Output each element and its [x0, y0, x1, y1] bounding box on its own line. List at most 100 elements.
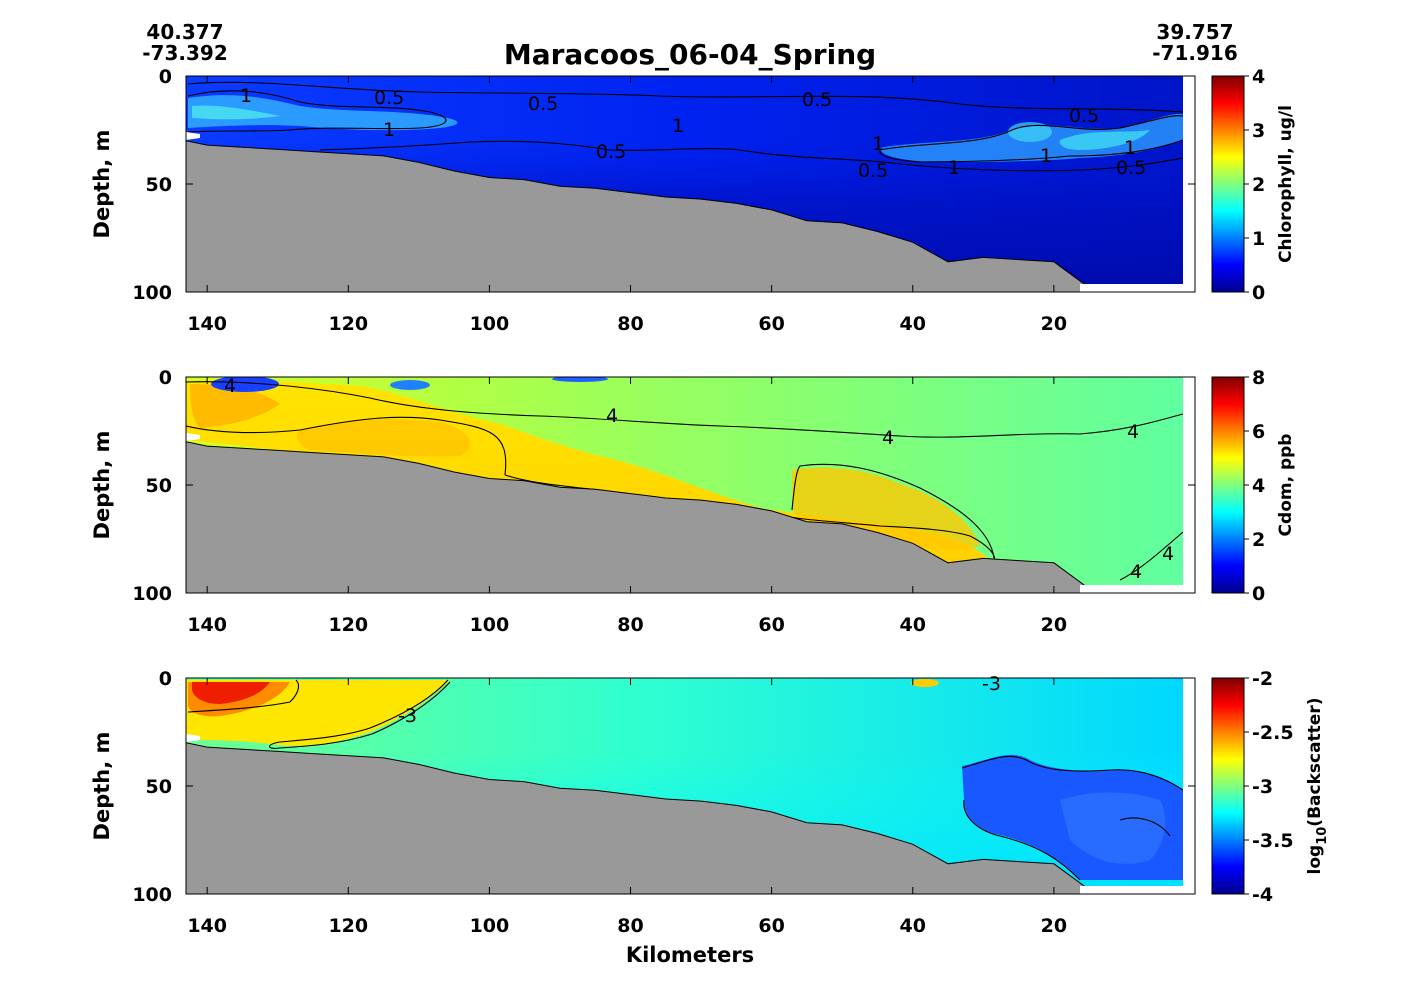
contour-line	[186, 381, 1184, 438]
x-tick-label: 100	[470, 915, 510, 937]
end-latitude: 39.757	[1156, 20, 1233, 44]
contour-label: 1	[1040, 145, 1052, 167]
y-tick-label: 50	[146, 475, 172, 497]
x-tick-label: 120	[328, 614, 368, 636]
chlorophyll-band-core	[1008, 122, 1052, 142]
y-tick-label: 50	[146, 776, 172, 798]
y-axis-label: Depth, m	[90, 732, 114, 841]
cdom-low-patch	[211, 377, 279, 392]
x-axis-label: Kilometers	[626, 943, 754, 967]
colorbar-label: log10(Backscatter)	[1305, 698, 1330, 875]
y-tick-label: 0	[159, 668, 172, 690]
bathymetry-fill	[186, 441, 1090, 593]
x-tick-label: 40	[900, 614, 926, 636]
chlorophyll-band-core	[192, 105, 280, 120]
contour-label: 0.5	[858, 160, 888, 182]
contour-line	[187, 679, 300, 713]
x-tick-label: 80	[617, 915, 643, 937]
colorbar-tick-label: 8	[1252, 367, 1265, 389]
y-axis-label: Depth, m	[90, 431, 114, 540]
colorbar-chlorophyll	[1211, 75, 1245, 293]
contour-label: 4	[224, 375, 236, 397]
colorbar-tick-label: 0	[1252, 282, 1265, 304]
colorbar-tick-label: 4	[1252, 66, 1265, 88]
contour-label: 0.5	[528, 93, 558, 115]
colorbar-tick-label: -2.5	[1252, 722, 1294, 744]
y-tick-label: 100	[132, 282, 172, 304]
y-tick-label: 100	[132, 583, 172, 605]
colorbar-tick-label: 2	[1252, 174, 1265, 196]
cdom-low-patch	[390, 380, 430, 390]
contour-label: 4	[1130, 561, 1142, 583]
x-tick-label: 140	[187, 313, 227, 335]
cdom-high-region	[190, 384, 280, 428]
y-tick-label: 0	[159, 66, 172, 88]
contour-line	[187, 90, 447, 133]
contour-line	[879, 115, 1184, 163]
contour-label: 4	[882, 427, 894, 449]
x-tick-label: 140	[187, 915, 227, 937]
backscatter-low-region	[1060, 792, 1166, 864]
start-longitude: -73.392	[142, 41, 227, 65]
contour-line	[1119, 531, 1184, 581]
contour-label: 1	[872, 133, 884, 155]
contour-label: 0.5	[374, 87, 404, 109]
contour-line	[961, 755, 1184, 881]
x-tick-label: 20	[1041, 313, 1067, 335]
contour-label: -3	[982, 673, 1001, 695]
chlorophyll-band-core	[1059, 130, 1150, 150]
x-tick-label: 60	[758, 313, 784, 335]
contour-line	[187, 81, 1184, 113]
y-tick-label: 0	[159, 367, 172, 389]
contour-label: 1	[1124, 137, 1136, 159]
colorbar-label-subscript: 10	[1315, 827, 1330, 845]
x-tick-label: 60	[758, 614, 784, 636]
colorbar-tick-label: -2	[1252, 668, 1273, 690]
x-tick-label: 100	[470, 313, 510, 335]
contour-label: -3	[398, 705, 417, 727]
colorbar-cdom	[1211, 376, 1245, 594]
contour-label: 1	[672, 115, 684, 137]
x-tick-label: 80	[617, 313, 643, 335]
contour-line	[1119, 817, 1171, 837]
contour-label: 0.5	[596, 141, 626, 163]
backscatter-high-region	[911, 679, 939, 687]
x-tick-label: 60	[758, 915, 784, 937]
x-tick-label: 80	[617, 614, 643, 636]
x-tick-label: 120	[328, 313, 368, 335]
colorbar-tick-label: -3.5	[1252, 830, 1294, 852]
panel-chlorophyll-bathymetry	[186, 132, 1183, 292]
contour-line	[319, 140, 1184, 172]
y-axis-label: Depth, m	[90, 130, 114, 239]
colorbar-tick-label: -3	[1252, 776, 1273, 798]
x-tick-label: 40	[900, 915, 926, 937]
cdom-high-region	[296, 419, 471, 457]
x-tick-label: 20	[1041, 614, 1067, 636]
x-tick-label: 120	[328, 915, 368, 937]
backscatter-high-region	[192, 682, 270, 704]
colorbar-tick-label: 1	[1252, 228, 1265, 250]
panel-cdom-bathymetry	[186, 433, 1183, 593]
end-longitude: -71.916	[1152, 41, 1237, 65]
colorbar-label: Cdom, ppb	[1276, 434, 1296, 537]
contour-label: 4	[606, 405, 618, 427]
colorbar-tick-label: -4	[1252, 884, 1273, 906]
contour-label: 1	[948, 157, 960, 179]
x-tick-label: 140	[187, 614, 227, 636]
colorbar-tick-label: 2	[1252, 529, 1265, 551]
contour-label: 4	[1162, 543, 1174, 565]
contour-label: 4	[1127, 421, 1139, 443]
y-tick-label: 50	[146, 174, 172, 196]
colorbar-tick-label: 3	[1252, 120, 1265, 142]
bathymetry-fill	[186, 140, 1090, 292]
cdom-low-patch	[552, 377, 608, 382]
contour-line	[791, 463, 995, 559]
chart-title: Maracoos_06-04_Spring	[504, 38, 876, 71]
x-tick-label: 100	[470, 614, 510, 636]
start-latitude: 40.377	[146, 20, 223, 44]
contour-label: 0.5	[802, 89, 832, 111]
bathymetry-fill	[186, 742, 1090, 894]
contour-label: 1	[383, 119, 395, 141]
